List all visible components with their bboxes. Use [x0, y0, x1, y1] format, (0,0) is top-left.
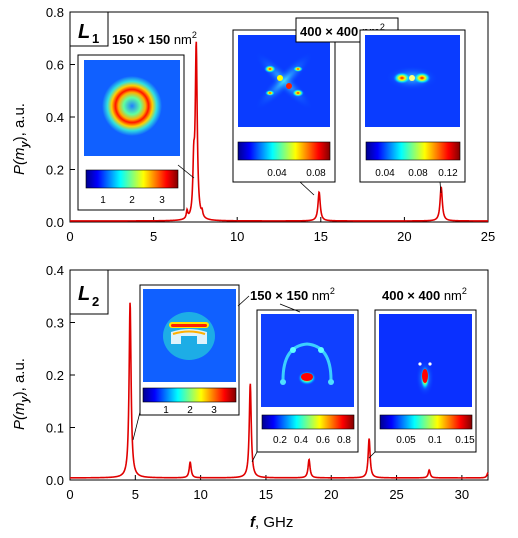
panel-label-box — [69, 11, 109, 47]
y-tick-label: 0.6 — [46, 58, 64, 73]
colorbar-tick: 0.15 — [455, 435, 475, 446]
spot-pattern — [416, 360, 434, 396]
panel-label-subscript: 2 — [92, 294, 99, 309]
size-label: 400 × 400 nm2 — [382, 286, 467, 303]
y-axis-label-tail: ), a.u. — [11, 358, 28, 396]
pointer-line — [299, 181, 315, 196]
colorbar-tick: 3 — [159, 195, 165, 206]
x-tick-label: 15 — [314, 229, 328, 244]
quad-pattern — [255, 52, 313, 110]
x-tick-label: 5 — [132, 487, 139, 502]
inset-spot: 0.05 0.1 0.15 — [374, 309, 477, 453]
colorbar-tick: 2 — [129, 195, 135, 206]
colorbar-tick: 0.04 — [267, 168, 287, 179]
x-tick-label: 5 — [150, 229, 157, 244]
y-tick-labels: 0.0 0.2 0.4 0.6 0.8 — [46, 5, 75, 230]
y-tick-label: 0.2 — [46, 368, 64, 383]
colorbar-tick: 3 — [211, 405, 217, 416]
x-tick-label: 15 — [259, 487, 273, 502]
pointer-line — [132, 411, 141, 441]
colorbar — [237, 141, 331, 161]
y-tick-label: 0.0 — [46, 473, 64, 488]
y-tick-label: 0.4 — [46, 110, 64, 125]
inset-arch: 1 2 3 — [139, 284, 240, 416]
arch2-pattern — [280, 342, 334, 385]
y-axis-label-tail: ), a.u. — [11, 103, 28, 141]
inset-dumbbell: 0.04 0.08 0.12 — [359, 29, 466, 183]
y-tick-label: 0.0 — [46, 215, 64, 230]
y-axis-label-main: P(m — [11, 148, 28, 176]
ring-pattern — [102, 76, 162, 136]
pointer-line — [251, 451, 258, 463]
colorbar — [261, 414, 355, 430]
x-tick-label: 20 — [324, 487, 338, 502]
x-tick-label: 0 — [66, 229, 73, 244]
panel-label: L — [78, 21, 90, 43]
panel-l1: 0.0 0.2 0.4 0.6 0.8 0 5 10 15 20 25 L 1 P(my), a.… — [11, 5, 495, 244]
size-label: 150 × 150 nm2 — [250, 286, 335, 303]
x-tick-label: 10 — [230, 229, 244, 244]
colorbar — [379, 414, 473, 430]
spectrum-line — [70, 302, 489, 479]
colorbar-tick: 0.04 — [375, 168, 395, 179]
pointer-line — [177, 164, 195, 179]
panel-label-box — [69, 269, 109, 315]
inset-ring: 1 2 3 — [77, 54, 185, 211]
inset-quad: 0.04 0.08 — [232, 29, 336, 183]
x-tick-label: 25 — [389, 487, 403, 502]
panel-label-subscript: 1 — [92, 31, 99, 46]
inset-arch2: 0.2 0.4 0.6 0.8 — [256, 309, 359, 453]
colorbar-tick: 0.08 — [306, 168, 326, 179]
y-tick-label: 0.1 — [46, 421, 64, 436]
colorbar-tick: 0.12 — [438, 168, 458, 179]
x-tick-label: 30 — [455, 487, 469, 502]
x-tick-label: 10 — [193, 487, 207, 502]
x-tick-label: 25 — [481, 229, 495, 244]
colorbar-tick: 0.2 — [273, 435, 287, 446]
pointer-line — [237, 295, 250, 307]
x-tick-label: 0 — [66, 487, 73, 502]
colorbar — [85, 169, 179, 189]
y-tick-label: 0.2 — [46, 163, 64, 178]
colorbar-tick: 0.1 — [428, 435, 442, 446]
colorbar-tick: 0.08 — [408, 168, 428, 179]
colorbar-tick: 0.6 — [316, 435, 330, 446]
y-axis-label-sub: y — [19, 141, 31, 149]
size-label: 150 × 150 nm2 — [112, 30, 197, 47]
dumbbell-pattern — [386, 66, 438, 90]
y-tick-label: 0.3 — [46, 316, 64, 331]
y-axis-label: P(my), a.u. — [11, 358, 31, 430]
pointer-line — [368, 451, 376, 459]
panel-l2: 0.0 0.1 0.2 0.3 0.4 0 5 10 15 20 25 30 L 2 P(my), … — [11, 263, 489, 531]
y-tick-labels: 0.0 0.1 0.2 0.3 0.4 — [46, 263, 75, 488]
x-axis-label-tail: , GHz — [255, 514, 293, 531]
colorbar — [142, 387, 237, 403]
x-tick-labels: 0 5 10 15 20 25 30 — [66, 475, 469, 502]
x-axis-label: f, GHz — [250, 514, 293, 531]
x-tick-label: 20 — [397, 229, 411, 244]
y-tick-label: 0.4 — [46, 263, 64, 278]
x-axis-label-main: f — [250, 514, 257, 531]
colorbar-tick: 2 — [187, 405, 193, 416]
mode-map — [261, 314, 354, 407]
y-axis-label-sub: y — [19, 396, 31, 404]
panel-label: L — [78, 283, 90, 305]
colorbar — [365, 141, 461, 161]
colorbar-tick: 1 — [163, 405, 169, 416]
y-axis-label: P(my), a.u. — [11, 103, 31, 175]
colorbar-tick: 1 — [100, 195, 106, 206]
pointer-line — [279, 303, 301, 313]
colorbar-tick: 0.4 — [294, 435, 308, 446]
arch-pattern — [163, 312, 215, 360]
colorbar-tick: 0.05 — [396, 435, 416, 446]
spectrum-line — [70, 41, 488, 222]
pointer-line — [439, 181, 442, 194]
y-tick-label: 0.8 — [46, 5, 64, 20]
colorbar-tick: 0.8 — [337, 435, 351, 446]
y-axis-label-main: P(m — [11, 403, 28, 431]
x-tick-labels: 0 5 10 15 20 25 — [66, 217, 495, 244]
